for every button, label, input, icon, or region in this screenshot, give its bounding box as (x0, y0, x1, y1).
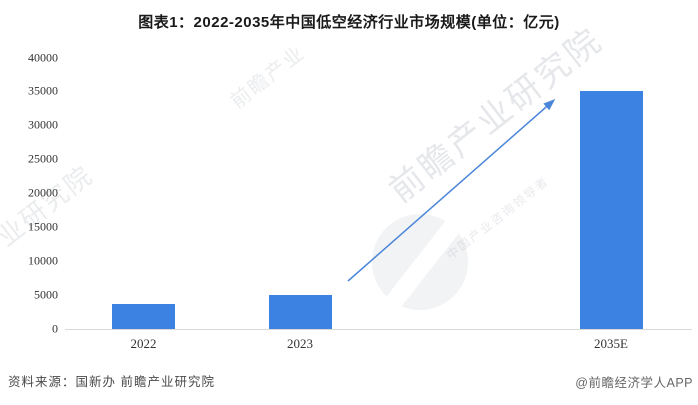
x-axis-tick-label: 2035E (594, 336, 628, 351)
y-axis-tick-label: 30000 (28, 117, 58, 132)
y-axis-tick-label: 0 (52, 321, 58, 336)
source-note: 资料来源：国新办 前瞻产业研究院 (8, 375, 215, 389)
y-axis-tick-label: 15000 (28, 219, 58, 234)
chart-title: 图表1：2022-2035年中国低空经济行业市场规模(单位：亿元) (138, 14, 560, 31)
credit-note: @前瞻经济学人APP (575, 376, 693, 390)
watermark-text-brand: 前瞻产业研究院 (382, 20, 610, 211)
y-axis-tick-label: 5000 (34, 287, 58, 302)
y-axis-tick-label: 10000 (28, 253, 58, 268)
watermark-logo-icon (372, 214, 468, 310)
y-axis-tick-label: 40000 (28, 50, 58, 64)
x-axis-line (65, 329, 692, 330)
bar-2035E (579, 91, 643, 329)
x-axis-tick-label: 2023 (287, 336, 313, 351)
y-axis-tick-label: 25000 (28, 151, 58, 166)
y-axis-tick-label: 20000 (28, 185, 58, 200)
y-axis-tick-label: 35000 (28, 83, 58, 98)
bar-2022 (112, 303, 175, 329)
bar-2023 (268, 295, 332, 329)
x-axis-tick-label: 2022 (130, 336, 157, 351)
watermark-text-top: 前瞻产业 (226, 41, 310, 114)
